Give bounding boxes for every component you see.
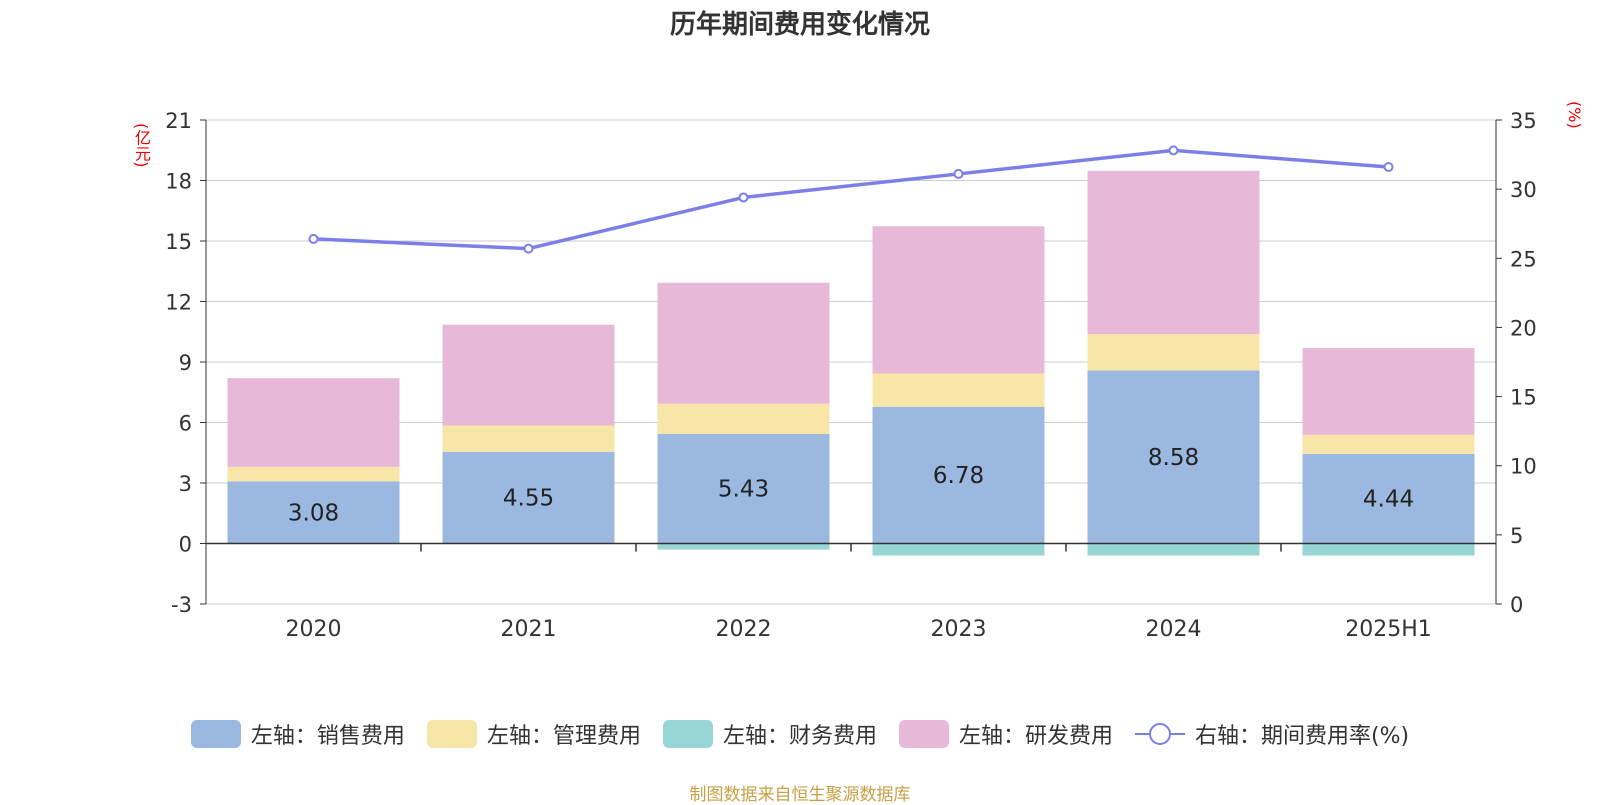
- bar-rd: [442, 324, 615, 426]
- legend-swatch-finance: [662, 720, 713, 748]
- right-tick-label: 20: [1510, 316, 1537, 340]
- category-label: 2023: [931, 617, 987, 642]
- bar-rd: [1302, 348, 1475, 435]
- legend-label-sales: 左轴：销售费用: [250, 724, 405, 749]
- rate-point: [738, 192, 749, 203]
- legend-item-sales[interactable]: 左轴：销售费用: [190, 718, 405, 750]
- right-tick-label: 30: [1510, 178, 1537, 202]
- legend-swatch-admin: [426, 720, 477, 748]
- bar-finance: [1087, 543, 1260, 556]
- bar-value-label: 3.08: [288, 500, 339, 526]
- bar-admin: [657, 403, 830, 434]
- rate-point: [953, 168, 964, 179]
- category-label: 2025H1: [1345, 617, 1432, 642]
- bar-admin: [227, 466, 400, 482]
- bar-rd: [657, 282, 830, 404]
- legend-label-rate: 右轴：期间费用率(%): [1194, 724, 1410, 749]
- right-tick-label: 5: [1510, 524, 1523, 548]
- bar-finance: [657, 543, 830, 550]
- bar-sales: [442, 451, 615, 544]
- left-tick-label: 9: [179, 351, 192, 375]
- bar-admin: [1302, 434, 1475, 454]
- bar-value-label: 5.43: [718, 477, 769, 503]
- left-axis-unit: (亿元): [132, 122, 151, 168]
- chart-title: 历年期间费用变化情况: [669, 10, 930, 40]
- bar-sales: [872, 406, 1045, 544]
- category-label: 2021: [501, 617, 557, 642]
- right-tick-label: 0: [1510, 593, 1523, 617]
- legend-item-admin[interactable]: 左轴：管理费用: [426, 718, 641, 750]
- bar-rd: [1087, 170, 1260, 335]
- category-label: 2024: [1146, 617, 1202, 642]
- bar-admin: [1087, 334, 1260, 371]
- rate-point: [308, 233, 319, 244]
- legend-label-finance: 左轴：财务费用: [722, 724, 877, 749]
- bar-admin: [442, 425, 615, 452]
- right-tick-label: 25: [1510, 247, 1537, 271]
- legend-swatch-rate: [1134, 720, 1185, 748]
- legend-label-admin: 左轴：管理费用: [486, 724, 641, 749]
- legend-item-finance[interactable]: 左轴：财务费用: [662, 718, 877, 750]
- left-tick-label: 21: [165, 109, 192, 133]
- rate-point: [1383, 162, 1394, 173]
- bar-value-label: 8.58: [1148, 445, 1199, 471]
- bar-rd: [227, 378, 400, 467]
- right-tick-label: 15: [1510, 386, 1537, 410]
- bar-finance: [1302, 543, 1475, 556]
- source-footer: 制图数据来自恒生聚源数据库: [689, 785, 911, 805]
- legend-label-rd: 左轴：研发费用: [958, 724, 1113, 749]
- legend-swatch-sales: [190, 720, 241, 748]
- bar-sales: [227, 481, 400, 544]
- right-axis-unit: (%): [1565, 101, 1584, 129]
- right-tick-label: 35: [1510, 109, 1537, 133]
- rate-line: [313, 148, 1389, 251]
- bar-value-label: 6.78: [933, 463, 984, 489]
- legend-item-rate[interactable]: 右轴：期间费用率(%): [1134, 718, 1410, 750]
- bar-admin: [872, 373, 1045, 407]
- left-tick-label: -3: [171, 593, 192, 617]
- bar-rd: [872, 226, 1045, 374]
- legend: 左轴：销售费用 左轴：管理费用 左轴：财务费用 左轴：研发费用 右轴：期间费用率…: [0, 718, 1600, 750]
- bar-value-label: 4.44: [1363, 487, 1414, 513]
- left-tick-label: 18: [165, 170, 192, 194]
- legend-swatch-rd: [898, 720, 949, 748]
- legend-item-rd[interactable]: 左轴：研发费用: [898, 718, 1113, 750]
- right-tick-label: 10: [1510, 455, 1537, 479]
- bar-finance: [872, 543, 1045, 556]
- category-label: 2022: [716, 617, 772, 642]
- left-tick-label: 6: [179, 412, 192, 436]
- bar-sales: [657, 433, 830, 544]
- category-label: 2020: [286, 617, 342, 642]
- left-tick-label: 15: [165, 230, 192, 254]
- bar-sales: [1087, 370, 1260, 544]
- bar-value-label: 4.55: [503, 486, 554, 512]
- rate-point: [523, 243, 534, 254]
- left-tick-label: 3: [179, 472, 192, 496]
- left-tick-label: 0: [179, 533, 192, 557]
- rate-point: [1168, 145, 1179, 156]
- left-tick-label: 12: [165, 291, 192, 315]
- bar-sales: [1302, 453, 1475, 544]
